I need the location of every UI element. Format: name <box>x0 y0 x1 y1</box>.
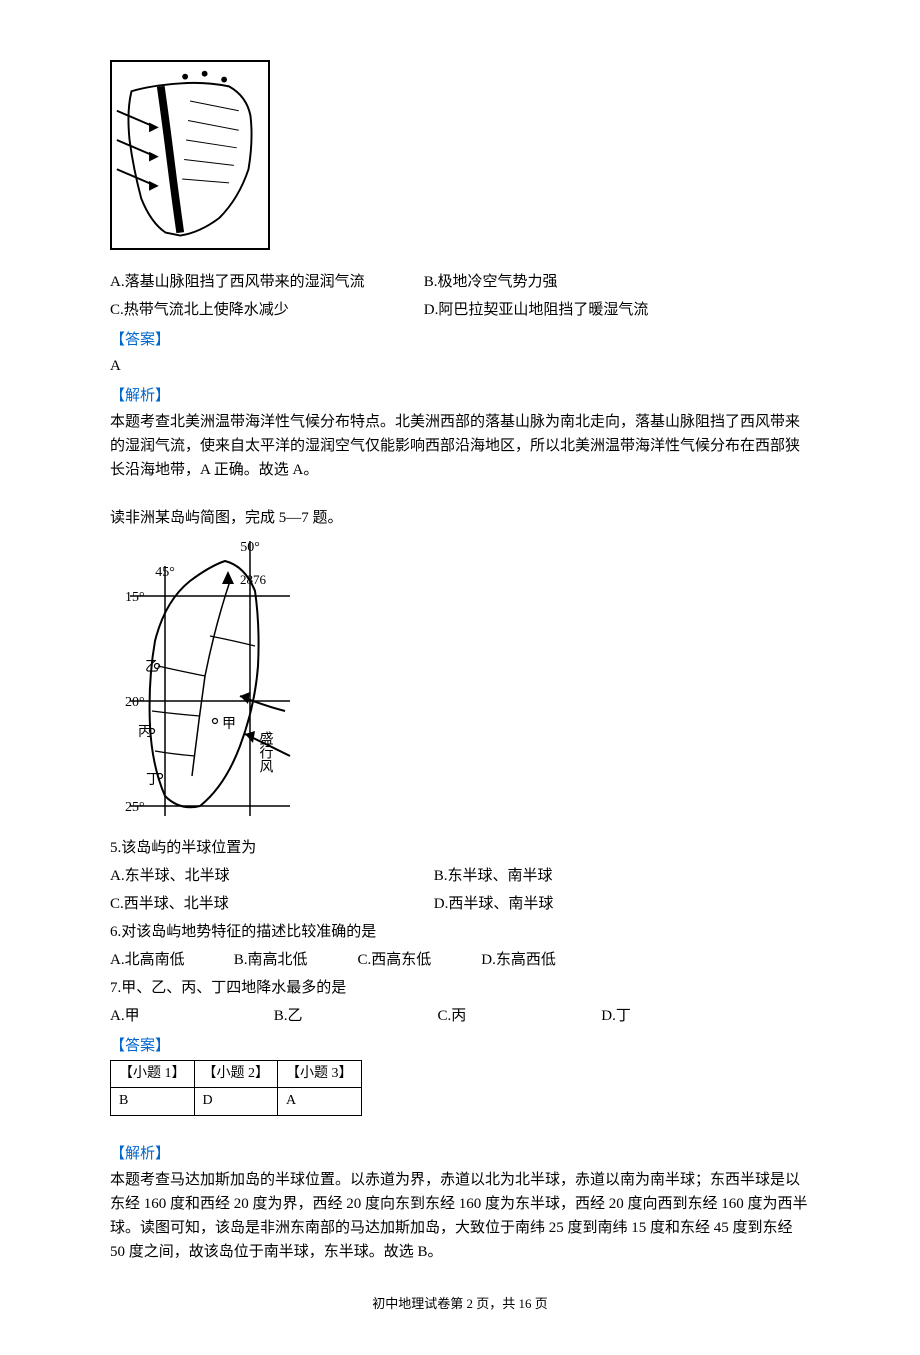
q7-option-d: D.丁 <box>601 1004 631 1028</box>
q4-option-c: C.热带气流北上使降水减少 <box>110 298 420 322</box>
page-footer: 初中地理试卷第 2 页，共 16 页 <box>110 1294 810 1315</box>
q5-option-b: B.东半球、南半球 <box>434 864 553 888</box>
q7-option-c: C.丙 <box>438 1004 598 1028</box>
q5-text: 5.该岛屿的半球位置为 <box>110 836 810 860</box>
analysis-57: 本题考查马达加斯加岛的半球位置。以赤道为界，赤道以北为北半球，赤道以南为南半球；… <box>110 1168 810 1264</box>
svg-text:甲: 甲 <box>222 717 236 732</box>
q5-options-row2: C.西半球、北半球 D.西半球、南半球 <box>110 892 810 916</box>
table-header-3: 【小题 3】 <box>278 1061 362 1088</box>
q5-options-row1: A.东半球、北半球 B.东半球、南半球 <box>110 864 810 888</box>
table-header-2: 【小题 2】 <box>194 1061 278 1088</box>
q5-option-a: A.东半球、北半球 <box>110 864 430 888</box>
q6-option-d: D.东高西低 <box>481 948 556 972</box>
q4-answer: A <box>110 354 810 378</box>
answer-table: 【小题 1】 【小题 2】 【小题 3】 B D A <box>110 1060 362 1116</box>
table-value-2: D <box>194 1088 278 1115</box>
table-value-1: B <box>111 1088 195 1115</box>
svg-text:丙: 丙 <box>138 725 152 740</box>
q5-option-d: D.西半球、南半球 <box>434 892 554 916</box>
analysis-label-57: 【解析】 <box>110 1142 810 1166</box>
na-map-svg <box>112 62 268 247</box>
svg-text:盛行风: 盛行风 <box>258 731 274 774</box>
svg-text:50°: 50° <box>240 540 260 555</box>
svg-text:20°: 20° <box>125 695 145 710</box>
q4-option-a: A.落基山脉阻挡了西风带来的湿润气流 <box>110 270 420 294</box>
q4-option-b: B.极地冷空气势力强 <box>424 270 558 294</box>
q4-options-row2: C.热带气流北上使降水减少 D.阿巴拉契亚山地阻挡了暖湿气流 <box>110 298 810 322</box>
q6-text: 6.对该岛屿地势特征的描述比较准确的是 <box>110 920 810 944</box>
q5-option-c: C.西半球、北半球 <box>110 892 430 916</box>
table-value-3: A <box>278 1088 362 1115</box>
north-america-map-figure <box>110 60 270 250</box>
table-row: B D A <box>111 1088 362 1115</box>
table-row: 【小题 1】 【小题 2】 【小题 3】 <box>111 1061 362 1088</box>
svg-text:25°: 25° <box>125 800 145 815</box>
q6-options: A.北高南低 B.南高北低 C.西高东低 D.东高西低 <box>110 948 810 972</box>
svg-text:45°: 45° <box>155 565 175 580</box>
q6-option-c: C.西高东低 <box>358 948 478 972</box>
svg-text:乙: 乙 <box>145 659 159 675</box>
q4-option-d: D.阿巴拉契亚山地阻挡了暖湿气流 <box>424 298 649 322</box>
q4-answer-label: 【答案】 <box>110 328 810 352</box>
island-map-svg: 45° 50° 15° 20° 25° 2876 乙 丙 丁 甲 盛行风 <box>110 536 310 826</box>
intro-5-7: 读非洲某岛屿简图，完成 5—7 题。 <box>110 506 810 530</box>
svg-text:丁: 丁 <box>146 773 160 788</box>
table-header-1: 【小题 1】 <box>111 1061 195 1088</box>
q7-option-a: A.甲 <box>110 1004 270 1028</box>
island-map-figure: 45° 50° 15° 20° 25° 2876 乙 丙 丁 甲 盛行风 <box>110 536 310 826</box>
q7-text: 7.甲、乙、丙、丁四地降水最多的是 <box>110 976 810 1000</box>
answer-label-57: 【答案】 <box>110 1034 810 1058</box>
q6-option-a: A.北高南低 <box>110 948 230 972</box>
svg-text:15°: 15° <box>125 590 145 605</box>
q4-analysis-label: 【解析】 <box>110 384 810 408</box>
svg-text:2876: 2876 <box>240 572 267 587</box>
q7-option-b: B.乙 <box>274 1004 434 1028</box>
q7-options: A.甲 B.乙 C.丙 D.丁 <box>110 1004 810 1028</box>
q4-options-row1: A.落基山脉阻挡了西风带来的湿润气流 B.极地冷空气势力强 <box>110 270 810 294</box>
q6-option-b: B.南高北低 <box>234 948 354 972</box>
q4-analysis: 本题考查北美洲温带海洋性气候分布特点。北美洲西部的落基山脉为南北走向，落基山脉阻… <box>110 410 810 482</box>
